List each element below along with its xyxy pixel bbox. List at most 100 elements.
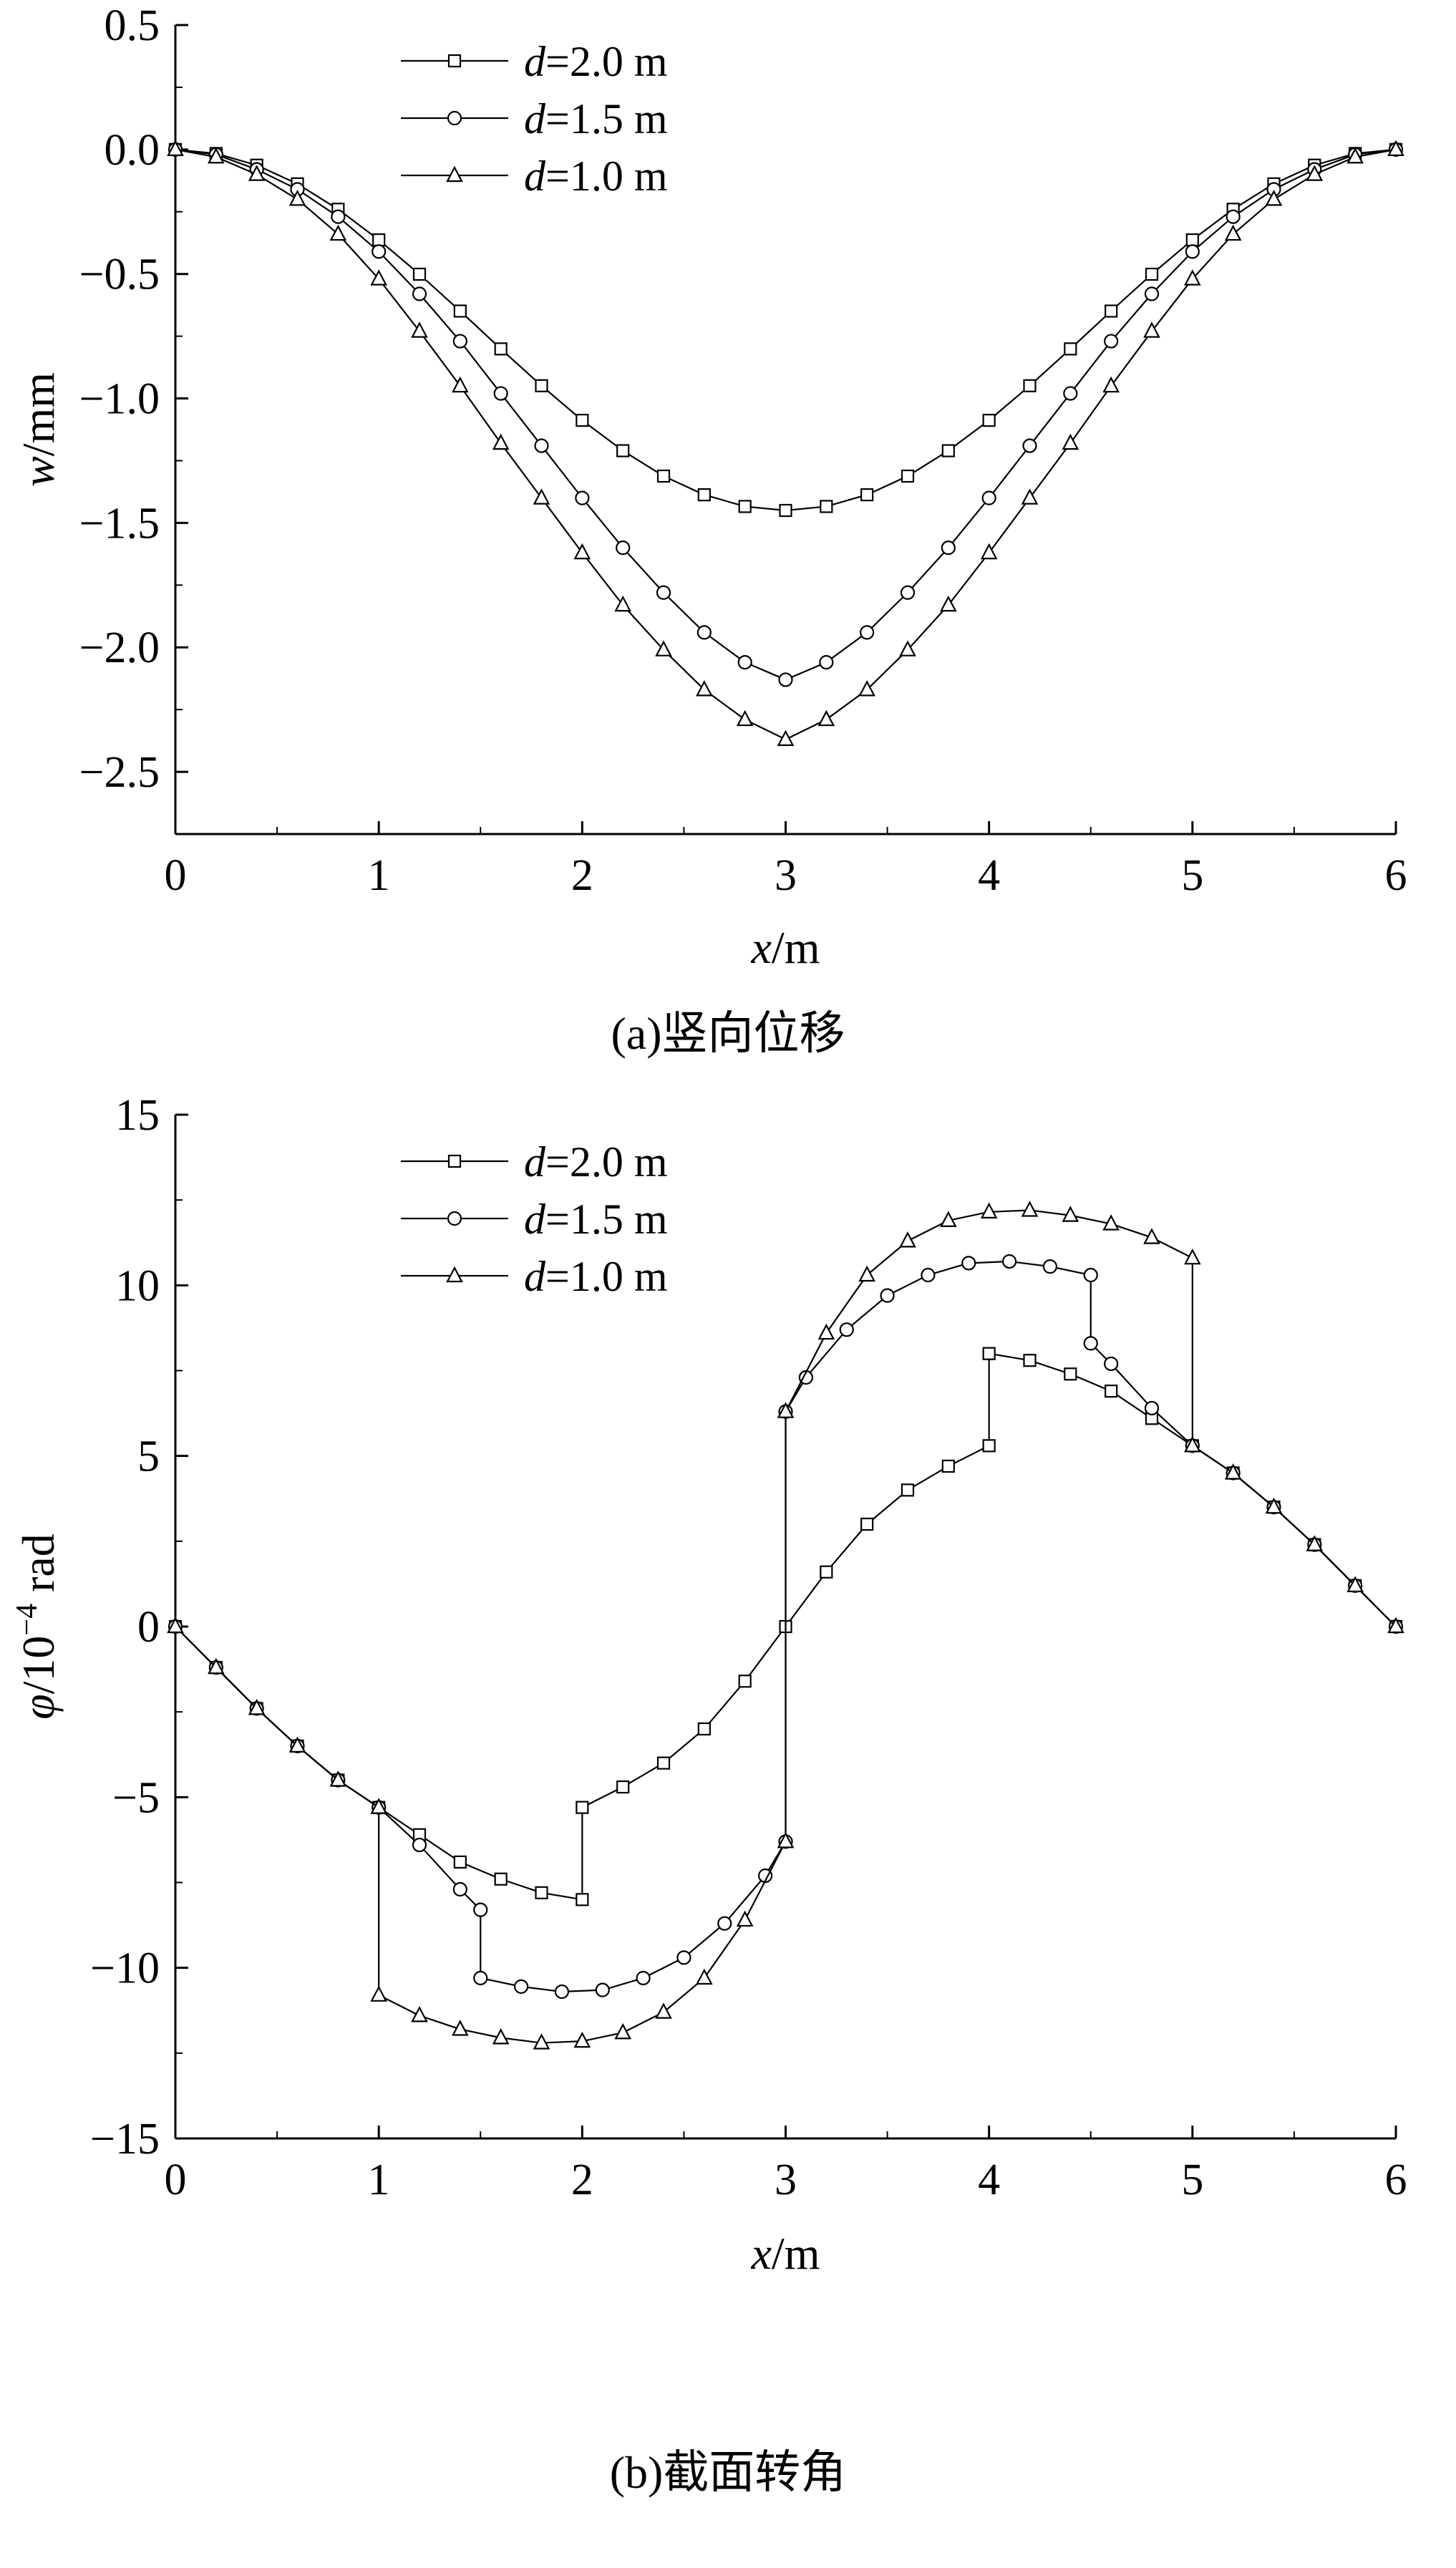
square-marker xyxy=(494,1872,508,1886)
triangle-marker xyxy=(1346,147,1364,164)
x-axis-title: x/m xyxy=(751,922,820,973)
square-marker xyxy=(779,503,792,518)
triangle-marker xyxy=(446,165,463,183)
square-marker xyxy=(453,1855,467,1869)
legend-label: d=1.0 m xyxy=(524,1253,668,1300)
triangle-marker xyxy=(736,709,754,727)
square-marker xyxy=(901,469,915,483)
circle-marker xyxy=(656,585,671,600)
circle-marker xyxy=(839,1322,854,1337)
circle-marker xyxy=(1042,1259,1058,1274)
triangle-marker xyxy=(817,709,835,727)
x-axis-title-var: x xyxy=(751,922,772,973)
circle-marker xyxy=(1083,1267,1098,1283)
circle-marker xyxy=(900,585,916,600)
legend-item: d=1.5 m xyxy=(401,95,668,142)
legend-item: d=1.0 m xyxy=(401,152,668,200)
x-axis-title-unit: /m xyxy=(772,2228,820,2279)
circle-marker xyxy=(880,1288,895,1303)
y-tick-label: −15 xyxy=(90,2115,160,2164)
x-tick-label: 2 xyxy=(571,2156,593,2204)
legend-label: d=2.0 m xyxy=(524,1138,668,1186)
triangle-marker xyxy=(533,488,550,505)
x-tick-label: 4 xyxy=(978,2156,1000,2204)
circle-marker xyxy=(819,654,834,670)
circle-marker xyxy=(331,209,346,224)
triangle-marker xyxy=(940,595,957,612)
y-tick-label: −2.5 xyxy=(79,748,160,797)
legend: d=2.0 md=1.5 md=1.0 m xyxy=(401,38,668,200)
triangle-marker xyxy=(208,1657,225,1675)
y-tick-label: 0.5 xyxy=(105,1,160,50)
triangle-marker xyxy=(411,321,428,338)
series-d-1.0-m xyxy=(167,1201,1404,2050)
y-axis-title-superscript: −4 xyxy=(11,1604,44,1636)
legend-label-var: d xyxy=(524,38,546,85)
square-marker xyxy=(576,1893,589,1906)
y-tick-label: −1.0 xyxy=(79,375,160,424)
legend-label-rest: =2.0 m xyxy=(545,1138,668,1186)
circle-marker xyxy=(1083,1336,1098,1351)
y-tick-label: 0 xyxy=(137,1603,160,1652)
circle-marker xyxy=(513,1979,529,1994)
series-d-2.0-m xyxy=(168,142,1403,518)
triangle-marker xyxy=(1224,224,1242,241)
legend-label-rest: =1.5 m xyxy=(545,1196,668,1243)
square-marker xyxy=(860,488,874,502)
triangle-marker xyxy=(1102,376,1120,393)
triangle-marker xyxy=(655,640,672,656)
square-marker xyxy=(1105,1385,1118,1398)
circle-marker xyxy=(595,1982,610,1997)
triangle-marker xyxy=(492,2028,510,2045)
legend-item: d=2.0 m xyxy=(401,1138,668,1186)
square-marker xyxy=(738,1675,752,1688)
x-tick-label: 3 xyxy=(775,2156,797,2204)
square-marker xyxy=(1064,342,1077,356)
circle-marker xyxy=(697,625,712,640)
legend-label-rest: =1.0 m xyxy=(545,152,668,200)
triangle-marker xyxy=(1102,1214,1120,1231)
square-marker xyxy=(941,1459,955,1473)
circle-marker xyxy=(1063,386,1078,401)
circle-marker xyxy=(636,1970,651,1986)
x-axis-title: x/m xyxy=(751,2228,820,2279)
triangle-marker xyxy=(858,679,875,697)
triangle-marker xyxy=(1021,488,1039,505)
x-tick-label: 4 xyxy=(978,851,1000,900)
chart-a-plot: 0 1 2 3 4 5 6 0.5 0.0 −0.5 −1.0 −1.5 −2.0 −2.5 x/m w/mm… xyxy=(13,1,1407,973)
triangle-marker xyxy=(1143,1228,1160,1244)
circle-marker xyxy=(921,1267,936,1283)
y-axis-title-var: φ xyxy=(13,1694,64,1719)
triangle-marker xyxy=(288,190,306,206)
circle-marker xyxy=(1022,438,1037,453)
square-marker xyxy=(820,500,833,513)
legend-label: d=2.0 m xyxy=(524,38,668,85)
circle-marker xyxy=(473,1902,488,1917)
triangle-marker xyxy=(248,165,266,181)
x-tick-label: 0 xyxy=(165,2156,187,2204)
series-d-1.5-m xyxy=(168,142,1404,687)
circle-marker xyxy=(1226,209,1241,224)
circle-marker xyxy=(1104,334,1119,349)
square-marker xyxy=(656,1756,671,1770)
legend: d=2.0 md=1.5 md=1.0 m xyxy=(401,1138,668,1300)
triangle-marker xyxy=(1021,1201,1039,1217)
circle-marker xyxy=(961,1256,976,1271)
triangle-marker xyxy=(614,595,631,612)
triangle-marker xyxy=(1346,1576,1364,1592)
chart-b-block: 0 1 2 3 4 5 6 15 10 5 0 −5 −10 −15 x/m φ/10−4 rad d=2.0 … xyxy=(0,1072,1456,2568)
triangle-marker xyxy=(1387,140,1404,156)
y-axis-title-unit: /mm xyxy=(13,372,64,456)
circle-marker xyxy=(447,110,462,126)
triangle-marker xyxy=(817,1323,835,1340)
series-line xyxy=(175,148,1397,512)
square-marker xyxy=(941,444,955,457)
circle-marker xyxy=(412,286,427,301)
x-tick-label: 5 xyxy=(1181,2156,1203,2204)
circle-marker xyxy=(676,1950,691,1965)
triangle-marker xyxy=(940,1211,957,1227)
triangle-marker xyxy=(1184,1436,1201,1453)
legend-label: d=1.5 m xyxy=(524,95,668,142)
triangle-marker xyxy=(899,1231,916,1248)
legend-item: d=1.0 m xyxy=(401,1253,668,1300)
